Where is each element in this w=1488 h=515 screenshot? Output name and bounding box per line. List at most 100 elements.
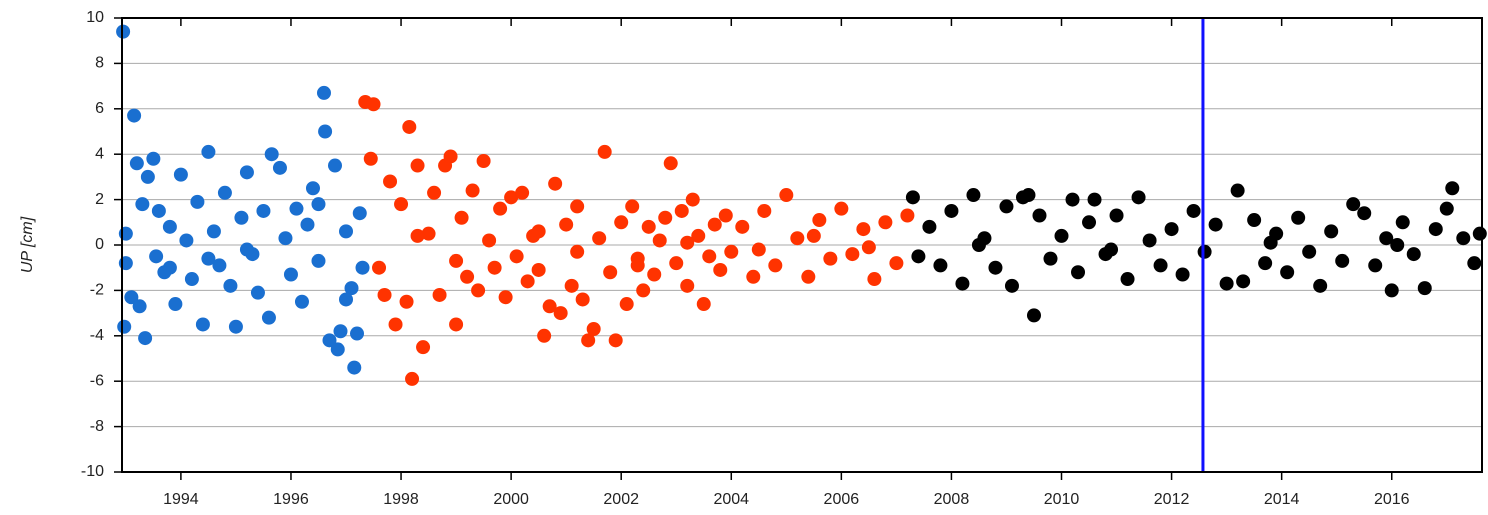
point (402, 119, 417, 134)
point (493, 201, 508, 216)
point (1472, 226, 1487, 241)
point (311, 197, 326, 212)
point (129, 156, 144, 171)
point (581, 333, 596, 348)
point (168, 297, 183, 312)
point (999, 199, 1014, 214)
point (1104, 242, 1119, 257)
point (1439, 201, 1454, 216)
x-tick-label: 2010 (1044, 491, 1080, 508)
x-tick-label: 2006 (824, 491, 860, 508)
y-tick-label: -10 (81, 463, 104, 480)
point (663, 156, 678, 171)
point (718, 208, 733, 223)
point (206, 224, 221, 239)
point (636, 283, 651, 298)
point (162, 260, 177, 275)
point (339, 224, 354, 239)
point (394, 197, 409, 212)
point (195, 317, 210, 332)
point (330, 342, 345, 357)
point (1219, 276, 1234, 291)
point (421, 226, 436, 241)
point (1120, 272, 1135, 287)
point (520, 274, 535, 289)
point (146, 151, 161, 166)
point (344, 281, 359, 296)
point (757, 203, 772, 218)
point (184, 272, 199, 287)
point (878, 215, 893, 230)
point (614, 215, 629, 230)
x-tick-label: 1998 (383, 491, 419, 508)
x-tick-label: 2016 (1374, 491, 1410, 508)
point (1456, 231, 1471, 246)
point (630, 258, 645, 273)
point (239, 165, 254, 180)
point (768, 258, 783, 273)
point (179, 233, 194, 248)
point (1357, 206, 1372, 221)
y-tick-label: 6 (95, 100, 104, 117)
point (801, 269, 816, 284)
point (707, 217, 722, 232)
point (955, 276, 970, 291)
point (724, 244, 739, 259)
point (933, 258, 948, 273)
point (300, 217, 315, 232)
point (922, 219, 937, 234)
point (905, 190, 920, 205)
point (702, 249, 717, 264)
point (553, 306, 568, 321)
point (261, 310, 276, 325)
point (751, 242, 766, 257)
point (1379, 231, 1394, 246)
point (124, 290, 139, 305)
point (116, 24, 131, 39)
point (217, 185, 232, 200)
point (564, 278, 579, 293)
point (779, 188, 794, 203)
point (352, 206, 367, 221)
point (619, 297, 634, 312)
point (674, 203, 689, 218)
point (173, 167, 188, 182)
x-tick-label: 2008 (934, 491, 970, 508)
point (151, 203, 166, 218)
point (311, 253, 326, 268)
point (405, 371, 420, 386)
point (647, 267, 662, 282)
point (1291, 210, 1306, 225)
point (399, 294, 414, 309)
point (1054, 228, 1069, 243)
point (190, 194, 205, 209)
point (465, 183, 480, 198)
point (347, 360, 362, 375)
y-tick-label: 4 (95, 145, 104, 162)
point (355, 260, 370, 275)
point (861, 240, 876, 255)
point (1247, 213, 1262, 228)
point (625, 199, 640, 214)
point (1043, 251, 1058, 266)
point (790, 231, 805, 246)
point (570, 244, 585, 259)
point (278, 231, 293, 246)
point (377, 287, 392, 302)
point (746, 269, 761, 284)
point (149, 249, 164, 264)
point (1071, 265, 1086, 280)
point (118, 226, 133, 241)
point (1153, 258, 1168, 273)
point (383, 174, 398, 189)
point (597, 144, 612, 159)
point (1335, 253, 1350, 268)
point (212, 258, 227, 273)
point (239, 242, 254, 257)
point (1164, 222, 1179, 237)
point (264, 147, 279, 162)
point (162, 219, 177, 234)
point (318, 124, 333, 139)
point (504, 190, 519, 205)
point (333, 324, 348, 339)
